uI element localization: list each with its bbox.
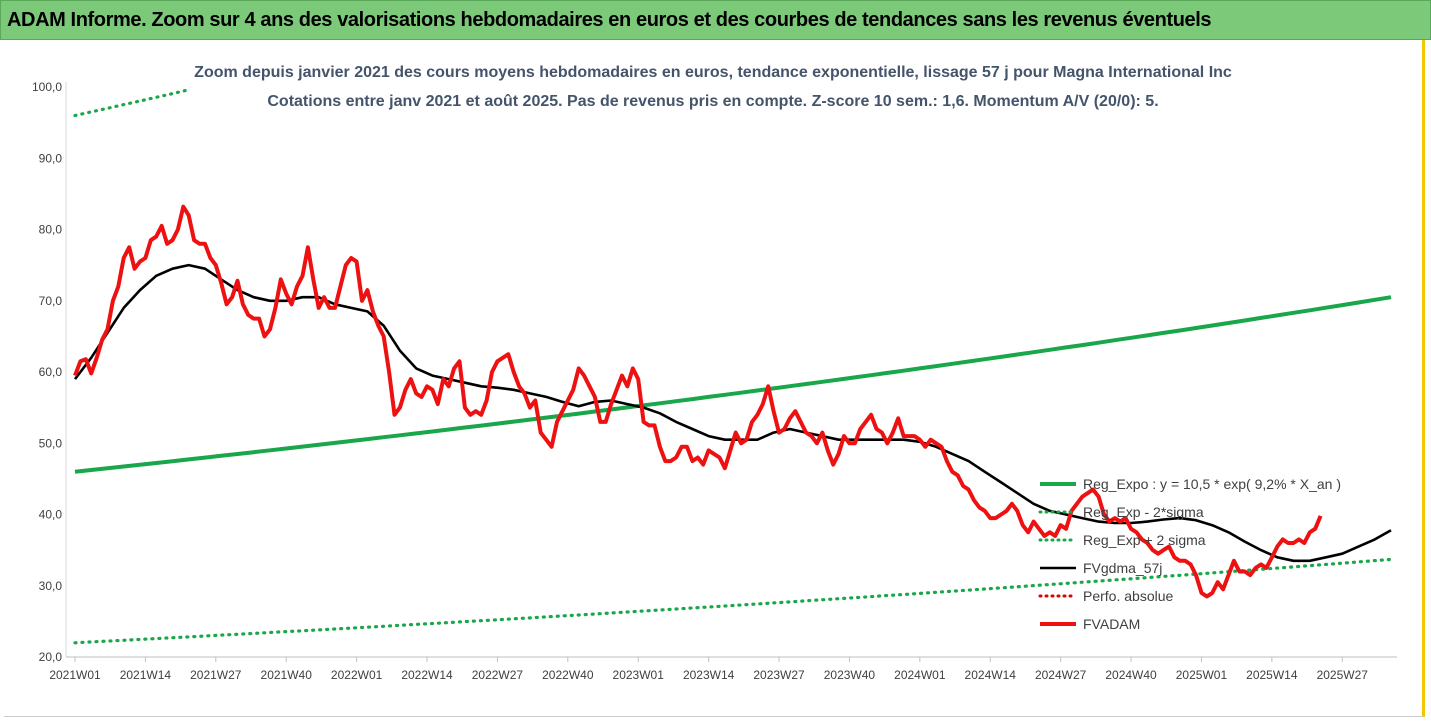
legend-label: Reg_Exp - 2*sigma	[1083, 504, 1204, 520]
series-fvadam	[73, 204, 1323, 599]
series-reg-minus-2sigma	[73, 557, 1393, 645]
x-tick-label: 2021W40	[261, 668, 313, 682]
x-tick-label: 2023W14	[683, 668, 735, 682]
y-tick-label: 90,0	[39, 151, 63, 165]
subtitle-backdrop	[188, 58, 1240, 110]
x-tick-label: 2021W14	[120, 668, 172, 682]
y-tick-label: 30,0	[39, 579, 63, 593]
y-tick-label: 100,0	[32, 80, 62, 94]
x-tick-label: 2021W27	[190, 668, 242, 682]
legend-label: FVADAM	[1083, 616, 1140, 632]
x-tick-label: 2024W27	[1035, 668, 1087, 682]
y-tick-label: 70,0	[39, 294, 63, 308]
series-layer	[73, 84, 1393, 645]
x-tick-label: 2022W01	[331, 668, 383, 682]
x-tick-label: 2021W01	[49, 668, 101, 682]
title-banner: ADAM Informe. Zoom sur 4 ans des valoris…	[0, 0, 1431, 40]
legend-label: Reg_Exp + 2 sigma	[1083, 532, 1206, 548]
x-axis: 2021W01 2021W14 2021W27 2021W40 2022W01 2022W…	[49, 656, 1397, 682]
legend-label: FVgdma_57j	[1083, 560, 1162, 576]
chart-subtitle: Cotations entre janv 2021 et août 2025. …	[267, 93, 1158, 110]
series-reg-expo	[74, 295, 1392, 474]
y-tick-label: 60,0	[39, 365, 63, 379]
x-tick-label: 2025W01	[1176, 668, 1228, 682]
legend-label: Perfo. absolue	[1083, 588, 1173, 604]
y-axis: 20,0 30,0 40,0 50,0 60,0 70,0 80,0 90,0 100,0	[32, 80, 67, 664]
y-tick-label: 50,0	[39, 436, 63, 450]
x-tick-label: 2025W27	[1317, 668, 1369, 682]
x-tick-label: 2023W40	[824, 668, 876, 682]
x-tick-label: 2024W40	[1105, 668, 1157, 682]
x-tick-label: 2024W01	[894, 668, 946, 682]
x-tick-label: 2024W14	[965, 668, 1017, 682]
x-tick-label: 2023W01	[613, 668, 665, 682]
x-tick-label: 2022W14	[401, 668, 453, 682]
legend: Reg_Expo : y = 10,5 * exp( 9,2% * X_an )…	[1038, 476, 1341, 632]
banner-title: ADAM Informe. Zoom sur 4 ans des valoris…	[7, 8, 1212, 31]
y-tick-label: 80,0	[39, 223, 63, 237]
x-tick-label: 2022W40	[542, 668, 594, 682]
y-tick-label: 20,0	[39, 650, 63, 664]
chart-frame	[4, 40, 1425, 717]
x-tick-label: 2022W27	[472, 668, 524, 682]
x-tick-label: 2023W27	[753, 668, 805, 682]
legend-label: Reg_Expo : y = 10,5 * exp( 9,2% * X_an )	[1083, 476, 1341, 492]
x-tick-label: 2025W14	[1246, 668, 1298, 682]
chart-title: Zoom depuis janvier 2021 des cours moyen…	[194, 64, 1232, 81]
y-tick-label: 40,0	[39, 508, 63, 522]
